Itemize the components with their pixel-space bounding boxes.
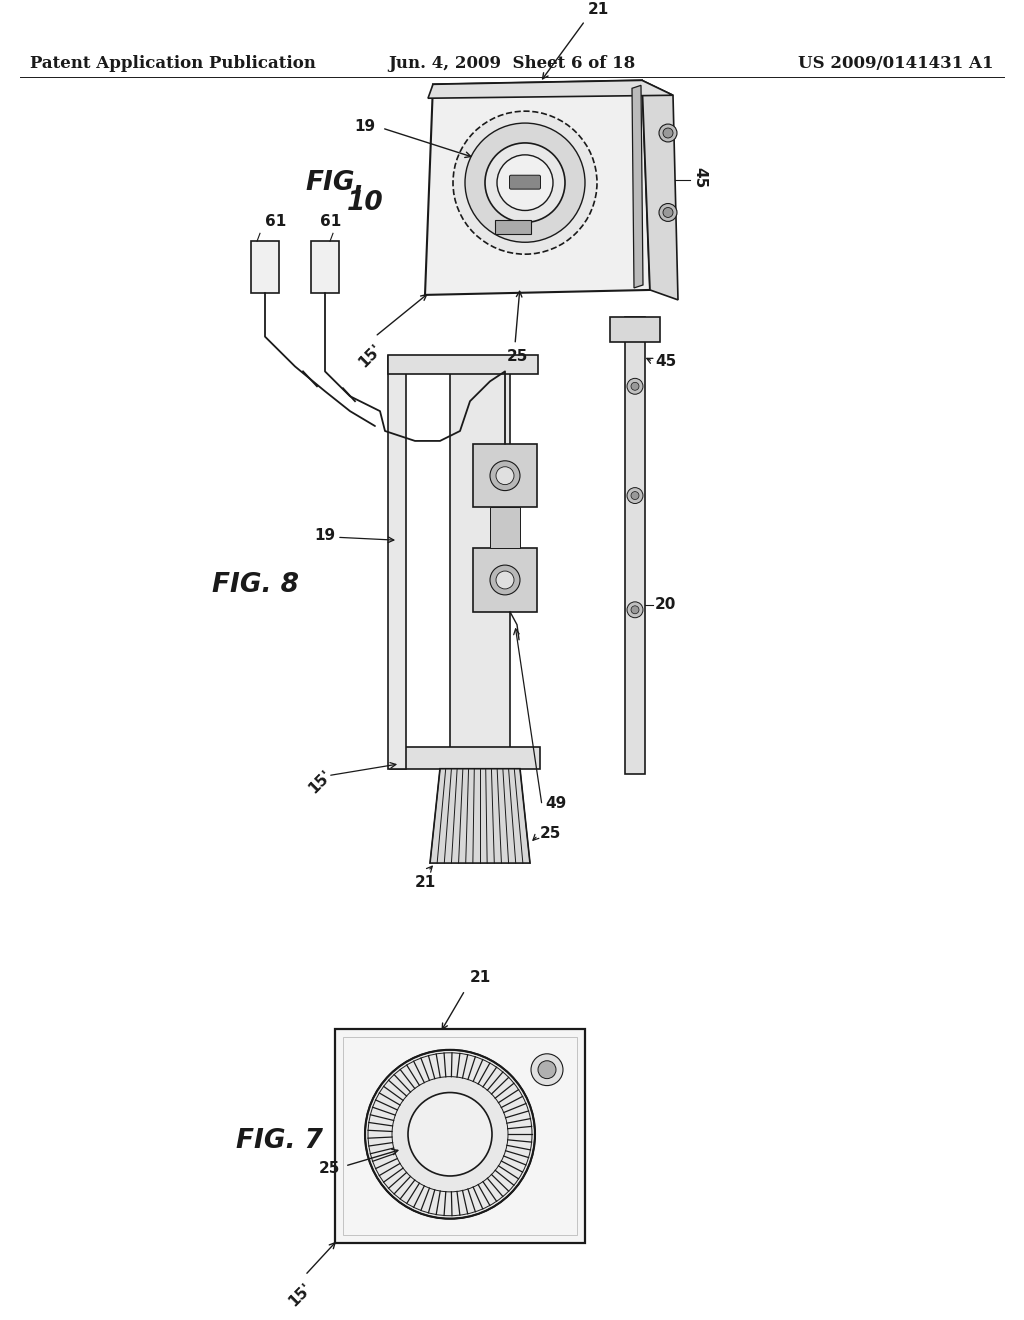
Text: 10: 10 <box>347 190 383 215</box>
Circle shape <box>631 383 639 391</box>
Circle shape <box>659 203 677 222</box>
Text: 45: 45 <box>692 168 707 189</box>
FancyBboxPatch shape <box>388 356 406 768</box>
Polygon shape <box>430 768 530 863</box>
Circle shape <box>497 154 553 210</box>
Circle shape <box>365 1049 535 1218</box>
FancyBboxPatch shape <box>495 220 531 235</box>
Circle shape <box>408 1093 492 1176</box>
Text: 49: 49 <box>545 796 566 810</box>
Circle shape <box>663 128 673 139</box>
Text: FIG.: FIG. <box>305 170 365 195</box>
Text: 15': 15' <box>355 342 384 371</box>
FancyBboxPatch shape <box>473 548 537 611</box>
FancyBboxPatch shape <box>610 317 660 342</box>
FancyBboxPatch shape <box>388 355 538 375</box>
Text: 25: 25 <box>318 1160 340 1176</box>
FancyBboxPatch shape <box>490 507 520 548</box>
Text: 21: 21 <box>470 970 492 985</box>
Circle shape <box>627 487 643 503</box>
Text: Patent Application Publication: Patent Application Publication <box>30 55 315 73</box>
Text: FIG. 8: FIG. 8 <box>212 572 299 598</box>
FancyBboxPatch shape <box>335 1030 585 1242</box>
Polygon shape <box>428 81 673 98</box>
Text: FIG. 7: FIG. 7 <box>237 1129 324 1154</box>
Circle shape <box>538 1061 556 1078</box>
FancyBboxPatch shape <box>390 747 540 768</box>
Text: 25: 25 <box>540 826 561 841</box>
FancyBboxPatch shape <box>510 176 541 189</box>
Text: 21: 21 <box>415 875 435 890</box>
Text: 20: 20 <box>655 598 677 612</box>
Polygon shape <box>425 81 650 294</box>
Circle shape <box>490 461 520 491</box>
Circle shape <box>496 467 514 484</box>
Circle shape <box>663 207 673 218</box>
FancyBboxPatch shape <box>625 317 645 774</box>
Polygon shape <box>632 86 643 288</box>
FancyBboxPatch shape <box>251 242 279 293</box>
Circle shape <box>659 124 677 143</box>
Text: 15': 15' <box>286 1280 314 1309</box>
Circle shape <box>453 111 597 255</box>
Text: 25: 25 <box>506 348 527 363</box>
Circle shape <box>631 606 639 614</box>
Circle shape <box>627 379 643 395</box>
Circle shape <box>490 565 520 595</box>
Circle shape <box>627 602 643 618</box>
Text: 45: 45 <box>655 354 676 370</box>
Circle shape <box>631 491 639 499</box>
Text: 19: 19 <box>314 528 335 543</box>
Text: 21: 21 <box>588 1 609 17</box>
Circle shape <box>496 572 514 589</box>
Text: US 2009/0141431 A1: US 2009/0141431 A1 <box>799 55 994 73</box>
Circle shape <box>485 143 565 222</box>
Polygon shape <box>642 81 678 300</box>
FancyBboxPatch shape <box>450 356 510 748</box>
FancyBboxPatch shape <box>311 242 339 293</box>
Text: 61: 61 <box>265 214 287 230</box>
Circle shape <box>531 1053 563 1085</box>
FancyBboxPatch shape <box>473 444 537 507</box>
Text: Jun. 4, 2009  Sheet 6 of 18: Jun. 4, 2009 Sheet 6 of 18 <box>388 55 636 73</box>
Text: 15': 15' <box>305 767 335 796</box>
Text: 19: 19 <box>354 119 375 133</box>
Text: 61: 61 <box>319 214 341 230</box>
Circle shape <box>465 123 585 243</box>
